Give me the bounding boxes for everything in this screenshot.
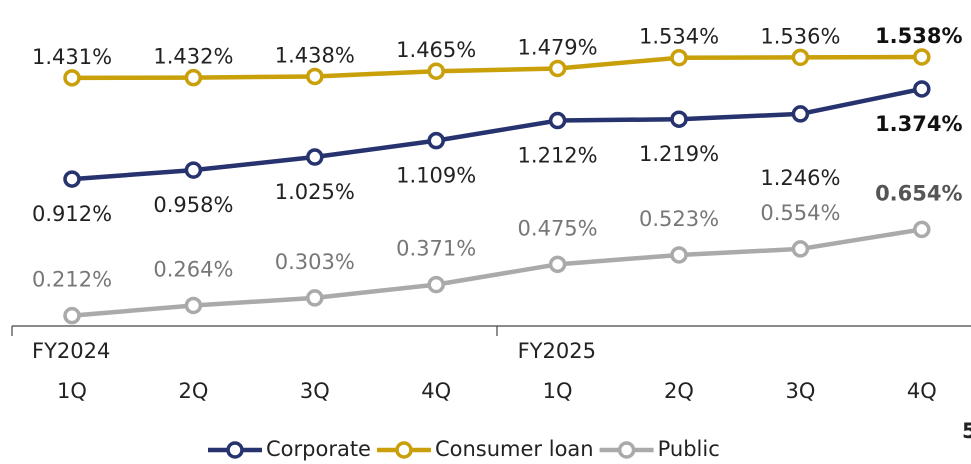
data-label: 1.431% [32,45,112,69]
series-line [71,54,922,81]
point-marker [306,289,324,307]
legend-label: Corporate [266,437,371,461]
series-line [71,86,923,182]
data-label: 0.523% [639,207,719,231]
group-label: FY2024 [32,339,110,363]
data-label: 1.432% [153,45,233,69]
point-marker [63,69,81,87]
point-marker [306,67,324,86]
data-label: 0.554% [760,201,840,225]
legend-marker [226,441,244,459]
data-label: 1.212% [518,144,598,168]
point-marker [184,296,203,315]
point-marker [63,170,81,188]
point-marker [670,110,688,128]
data-label: 1.219% [639,142,719,166]
point-marker [548,255,567,274]
legend-label: Consumer loan [435,437,594,461]
point-marker [913,220,931,239]
data-label: 0.654% [875,181,962,205]
point-marker [913,80,931,98]
data-label: 0.212% [32,268,112,292]
x-tick-label: 2Q [178,379,208,403]
point-marker [548,111,567,130]
data-label: 1.438% [275,43,355,67]
data-label: 0.475% [518,216,598,240]
data-label: 1.479% [518,35,598,59]
x-tick-label: 4Q [907,379,937,403]
point-marker [63,306,81,325]
data-label: 1.246% [760,166,840,190]
x-tick-label: 1Q [543,379,573,403]
group-label: FY2025 [518,339,596,363]
x-tick-label: 2Q [664,379,694,403]
data-label: 0.958% [153,193,233,217]
x-tick-label: 4Q [421,379,451,403]
data-label: 0.303% [275,250,355,274]
data-label: 1.374% [875,112,962,136]
x-tick-label: 1Q [57,379,87,403]
data-label: 0.264% [153,257,233,281]
data-label: 1.465% [396,38,476,62]
x-tick-label: 3Q [300,379,330,403]
point-marker [184,68,203,87]
data-label: 1.109% [396,164,476,188]
point-marker [791,240,810,258]
x-tick-label: 3Q [785,379,815,403]
point-marker [427,62,445,80]
data-label: 1.025% [275,180,355,204]
data-label: 1.538% [875,24,962,48]
series-line [71,227,923,318]
point-marker [427,275,445,294]
data-label: 0.371% [396,237,476,261]
point-marker [670,246,688,264]
point-marker [427,131,445,150]
point-marker [670,48,688,67]
point-marker [184,161,203,179]
data-label: 1.534% [639,25,719,49]
point-marker [791,48,810,67]
point-marker [913,48,931,66]
legend-marker [395,441,413,459]
data-label: 1.536% [760,24,840,48]
legend-label: Public [658,437,720,461]
data-label: 0.912% [32,202,112,226]
point-marker [306,148,324,166]
point-marker [791,105,810,123]
point-marker [548,59,567,78]
legend-marker [617,441,636,459]
page-number: 5 [962,419,971,443]
